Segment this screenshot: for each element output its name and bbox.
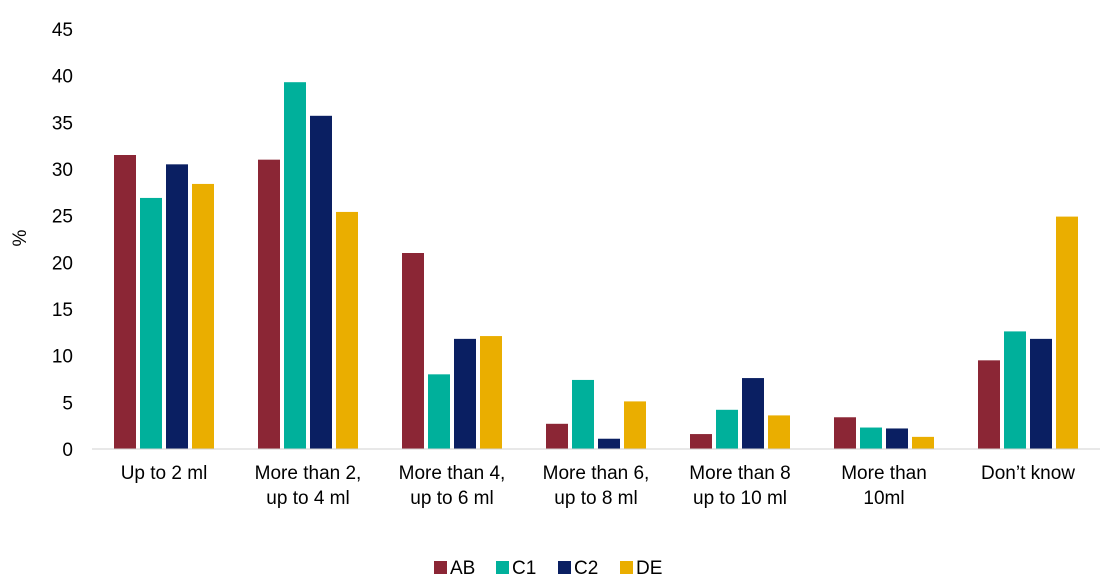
bar-ab [546,423,568,449]
bar-de [336,211,358,449]
bar-ab [978,360,1000,449]
bar-de [480,336,502,449]
bar-c1 [284,82,306,449]
bar-de [768,415,790,449]
x-tick-label-line: up to 4 ml [266,488,349,509]
x-tick-label: More than 6, up to 8 ml [543,463,650,509]
bar-c1 [572,379,594,449]
x-tick-label: Don’t know [981,463,1075,484]
bar-c1 [860,427,882,449]
bar-c1 [140,197,162,449]
x-tick-label-line: More than 8 [689,463,790,484]
x-tick-label: More than 4, up to 6 ml [399,463,506,509]
bar-de [624,401,646,449]
x-tick-label-line: up to 10 ml [693,488,787,509]
y-tick-label: 35 [52,113,73,134]
y-tick-label: 30 [52,160,73,181]
bar-c2 [454,338,476,449]
y-tick-label: 25 [52,207,73,228]
y-axis-label: % [10,229,31,246]
y-axis-ticks: 0 5 10 15 20 25 30 35 40 45 [52,20,73,461]
x-tick-label-line: up to 6 ml [410,488,493,509]
legend-label-c2: C2 [574,558,598,579]
x-tick-label: Up to 2 ml [121,463,208,484]
x-tick-label: More than 8 up to 10 ml [689,463,790,509]
bar-c1 [716,409,738,449]
x-tick-label-line: More than [841,463,927,484]
bar-c1 [1004,331,1026,449]
bar-ab [402,253,424,449]
y-tick-label: 5 [62,393,73,414]
x-tick-label-line: Up to 2 ml [121,463,208,484]
bar-c2 [886,428,908,449]
bar-c2 [310,115,332,450]
x-tick-label: More than 10ml [841,463,927,509]
x-tick-label-line: More than 4, [399,463,506,484]
legend-label-ab: AB [450,558,475,579]
bar-c2 [166,164,188,450]
bar-de [1056,216,1078,449]
bar-de [192,183,214,449]
legend-label-c1: C1 [512,558,536,579]
bar-c2 [598,438,620,449]
legend-swatch-c2 [558,561,571,574]
legend-label-de: DE [636,558,662,579]
bar-de [912,436,934,449]
y-tick-label: 0 [62,440,73,461]
bar-c1 [428,374,450,449]
y-tick-label: 40 [52,67,73,88]
y-tick-label: 20 [52,253,73,274]
x-tick-label-line: 10ml [863,488,904,509]
bar-c2 [742,378,764,449]
x-tick-label-line: Don’t know [981,463,1075,484]
legend-swatch-c1 [496,561,509,574]
y-tick-label: 10 [52,347,73,368]
bar-c2 [1030,338,1052,449]
x-tick-label-line: up to 8 ml [554,488,637,509]
x-tick-label: More than 2, up to 4 ml [255,463,362,509]
legend: AB C1 C2 DE [434,558,662,579]
bar-ab [114,155,136,449]
x-tick-label-line: More than 6, [543,463,650,484]
legend-swatch-ab [434,561,447,574]
bar-ab [258,159,280,449]
bar-ab [834,417,856,449]
y-tick-label: 45 [52,20,73,41]
bars [114,82,1078,450]
bar-ab [690,434,712,449]
legend-swatch-de [620,561,633,574]
y-tick-label: 15 [52,300,73,321]
x-tick-label-line: More than 2, [255,463,362,484]
